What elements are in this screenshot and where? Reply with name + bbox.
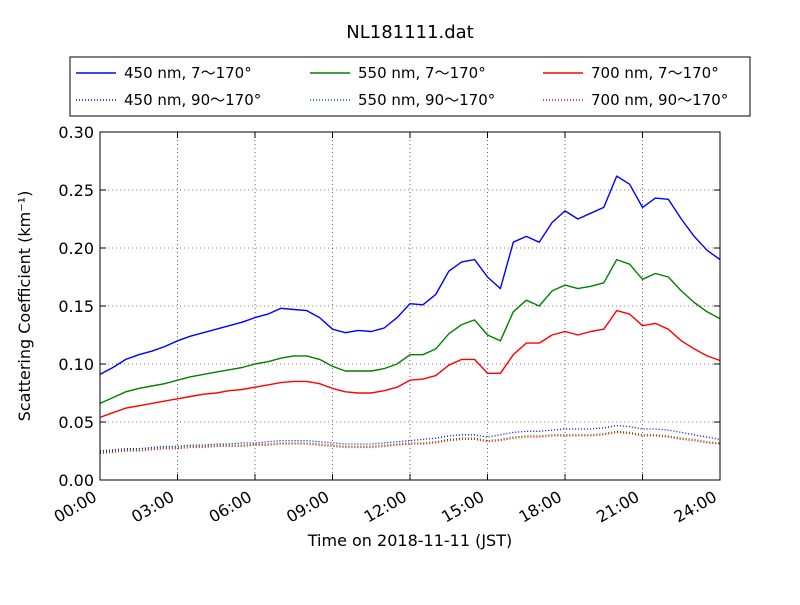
x-tick-label: 21:00 xyxy=(593,487,642,527)
y-axis: 0.00 0.05 0.10 0.15 0.20 0.25 0.30 xyxy=(58,123,720,490)
legend: 450 nm, 7～170° 550 nm, 7～170° 700 nm, 7～17… xyxy=(69,56,751,117)
series-line-0 xyxy=(99,175,721,376)
y-tick-label: 0.10 xyxy=(58,355,94,374)
series-line-3 xyxy=(99,430,721,453)
y-tick-label: 0.25 xyxy=(58,181,94,200)
x-tick-label: 18:00 xyxy=(516,487,565,527)
chart-title: NL181111.dat xyxy=(346,22,473,43)
y-tick-label: 0.15 xyxy=(58,297,94,316)
x-tick-label: 06:00 xyxy=(206,487,255,527)
legend-label: 450 nm, 7～170° xyxy=(124,64,252,82)
legend-label: 550 nm, 90～170° xyxy=(358,91,495,109)
series-line-2 xyxy=(99,258,721,405)
x-axis: 00:00 03:00 06:00 09:00 12:00 15:00 18:00 21:00… xyxy=(51,132,721,527)
series-line-4 xyxy=(99,309,721,419)
y-tick-label: 0.05 xyxy=(58,413,94,432)
x-tick-label: 09:00 xyxy=(283,487,332,527)
y-tick-label: 0.00 xyxy=(58,471,94,490)
legend-label: 550 nm, 7～170° xyxy=(358,64,486,82)
legend-label: 450 nm, 90～170° xyxy=(124,91,261,109)
y-tick-label: 0.30 xyxy=(58,123,94,142)
y-axis-label: Scattering Coefficient (km⁻¹) xyxy=(15,191,34,422)
legend-box xyxy=(69,56,751,117)
x-tick-label: 00:00 xyxy=(51,487,100,527)
y-tick-label: 0.20 xyxy=(58,239,94,258)
legend-label: 700 nm, 90～170° xyxy=(591,91,728,109)
x-tick-label: 15:00 xyxy=(438,487,487,527)
x-axis-label: Time on 2018-11-11 (JST) xyxy=(307,531,512,550)
series-line-5 xyxy=(99,431,721,454)
x-tick-label: 12:00 xyxy=(361,487,410,527)
legend-label: 700 nm, 7～170° xyxy=(591,64,719,82)
series-layer xyxy=(99,175,721,454)
x-tick-label: 24:00 xyxy=(671,487,720,527)
grid xyxy=(100,132,720,480)
x-tick-label: 03:00 xyxy=(128,487,177,527)
